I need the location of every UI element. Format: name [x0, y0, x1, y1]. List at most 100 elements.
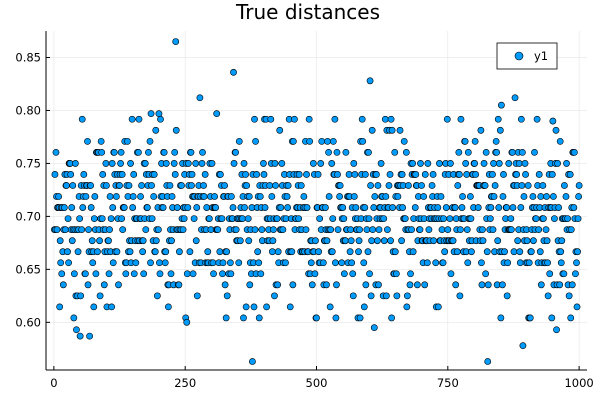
data-point — [268, 193, 276, 200]
data-point — [560, 270, 568, 278]
data-point — [305, 115, 313, 123]
data-point — [503, 292, 511, 300]
data-point — [74, 248, 82, 256]
data-point — [223, 292, 231, 300]
data-point — [462, 160, 470, 167]
data-point — [156, 270, 164, 278]
data-point — [89, 259, 97, 267]
data-point — [124, 137, 131, 145]
data-point — [284, 204, 292, 211]
data-point — [164, 303, 172, 311]
data-point — [516, 259, 524, 267]
data-point — [429, 171, 437, 178]
data-point — [542, 226, 550, 234]
data-point — [352, 204, 360, 211]
data-point — [480, 160, 488, 167]
data-point — [351, 171, 359, 178]
data-point — [90, 303, 98, 311]
data-point — [291, 115, 298, 123]
data-point — [490, 193, 498, 200]
data-point — [267, 115, 275, 123]
data-point — [549, 117, 557, 125]
data-point — [110, 148, 118, 156]
data-point — [557, 248, 565, 256]
data-point — [319, 259, 327, 267]
data-point — [160, 148, 168, 156]
data-point — [430, 237, 438, 245]
data-point — [495, 204, 503, 211]
data-point — [400, 137, 408, 145]
data-point — [514, 237, 522, 245]
data-point — [216, 248, 224, 256]
data-point — [218, 215, 226, 222]
data-point — [251, 226, 259, 234]
data-point — [455, 148, 463, 156]
data-point — [96, 292, 104, 300]
data-point — [87, 182, 95, 189]
data-point — [188, 171, 196, 178]
data-point — [223, 248, 231, 256]
data-point — [543, 237, 551, 245]
legend-box — [496, 42, 558, 70]
data-point — [418, 182, 425, 189]
data-point — [392, 270, 400, 278]
data-point — [254, 248, 262, 256]
data-point — [282, 259, 289, 267]
data-point — [522, 171, 529, 178]
data-point — [521, 160, 529, 167]
data-point — [491, 182, 499, 189]
data-point — [504, 259, 512, 267]
data-point — [312, 237, 319, 245]
data-point — [382, 193, 390, 200]
data-point — [179, 226, 187, 234]
data-point — [261, 204, 269, 211]
data-point — [96, 237, 103, 245]
data-point — [173, 204, 181, 211]
data-point — [464, 148, 472, 156]
x-tick-label-1: 250 — [174, 376, 196, 390]
data-point — [484, 281, 492, 289]
data-point — [214, 226, 222, 234]
data-point — [184, 204, 192, 211]
data-point — [543, 193, 550, 200]
y-tick-label-5: 0.85 — [15, 50, 41, 64]
data-point — [235, 259, 243, 267]
data-point — [295, 171, 303, 178]
data-point — [336, 182, 344, 189]
data-point — [505, 160, 513, 167]
data-point — [382, 292, 390, 300]
data-point — [479, 226, 486, 234]
data-point — [99, 171, 107, 178]
data-point — [367, 182, 374, 189]
data-point — [171, 171, 179, 178]
data-point — [122, 270, 130, 278]
data-point — [63, 182, 70, 189]
data-point — [497, 101, 505, 109]
data-point — [368, 237, 376, 245]
data-point — [556, 281, 564, 289]
data-point — [176, 248, 183, 256]
data-point — [452, 281, 460, 289]
data-point — [396, 126, 404, 134]
data-point — [142, 226, 150, 234]
data-point — [459, 193, 466, 200]
data-point — [331, 115, 339, 123]
data-point — [523, 237, 531, 245]
data-point — [117, 160, 124, 167]
data-point — [511, 94, 519, 102]
data-point — [90, 215, 98, 222]
data-point — [574, 215, 582, 222]
data-point — [478, 259, 485, 267]
data-point — [380, 215, 388, 222]
legend-label: y1 — [534, 49, 548, 63]
data-point — [303, 171, 310, 178]
data-point — [381, 115, 389, 123]
data-point — [517, 115, 525, 123]
data-point — [391, 148, 399, 156]
data-point — [366, 270, 373, 278]
data-point — [212, 204, 220, 211]
data-point — [355, 237, 363, 245]
data-point — [341, 237, 349, 245]
data-point — [193, 292, 201, 300]
y-tick-label-3: 0.75 — [15, 156, 41, 170]
